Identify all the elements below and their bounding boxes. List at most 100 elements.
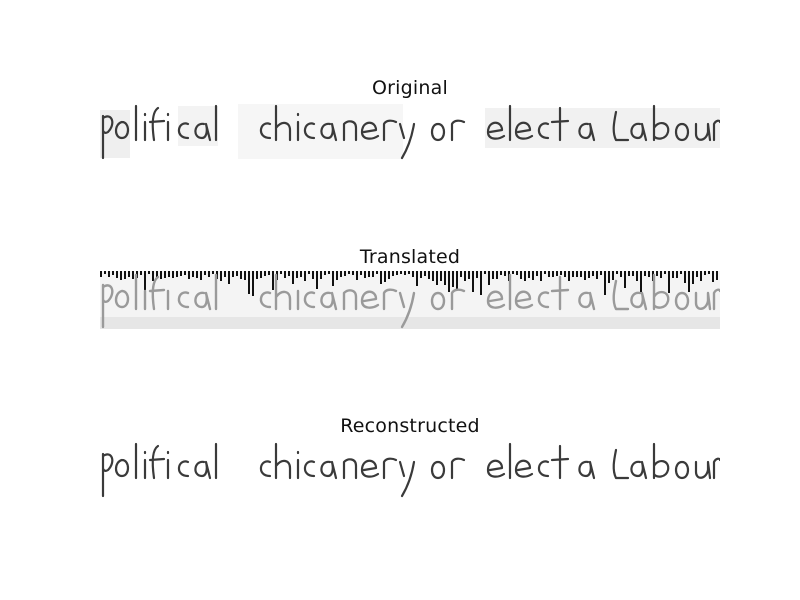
noise-bar <box>212 271 214 274</box>
noise-bar <box>496 271 498 279</box>
noise-bar <box>644 271 646 276</box>
noise-bar <box>588 271 590 278</box>
noise-bar <box>168 271 170 277</box>
noise-bar <box>428 271 430 279</box>
noise-bar <box>296 271 298 278</box>
noise-bar <box>500 271 502 275</box>
noise-bar <box>236 271 238 276</box>
noise-bar <box>220 271 222 281</box>
noise-bar <box>248 271 250 294</box>
noise-bar <box>352 271 354 275</box>
noise-bar <box>488 271 490 285</box>
noise-bar <box>528 271 530 278</box>
noise-bar <box>568 271 570 281</box>
handwriting-svg-translated <box>100 271 720 329</box>
noise-bar <box>416 271 418 286</box>
noise-bar <box>524 271 526 281</box>
noise-bar <box>476 271 478 278</box>
noise-bar <box>656 271 658 276</box>
noise-bar <box>412 271 414 277</box>
noise-bar <box>556 271 558 276</box>
noise-bar <box>648 271 650 277</box>
noise-bar <box>692 271 694 284</box>
noise-bar <box>492 271 494 279</box>
noise-bar <box>332 271 334 286</box>
noise-bar <box>580 271 582 277</box>
noise-bar <box>612 271 614 280</box>
noise-bar <box>552 271 554 277</box>
noise-bar <box>628 271 630 276</box>
noise-bar <box>336 271 338 280</box>
noise-bar <box>380 271 382 284</box>
panel-title-translated: Translated <box>359 246 461 268</box>
noise-bar <box>700 271 702 281</box>
noise-bar <box>548 271 550 277</box>
noise-bar <box>456 271 458 289</box>
noise-bar <box>604 271 606 295</box>
noise-bar <box>180 271 182 276</box>
noise-bar <box>636 271 638 281</box>
noise-bar <box>680 271 682 274</box>
noise-bar <box>424 271 426 276</box>
noise-bar <box>284 271 286 278</box>
noise-bar <box>244 271 246 280</box>
noise-bar <box>468 271 470 279</box>
handwriting-image-reconstructed <box>100 440 720 498</box>
noise-bar <box>148 271 150 274</box>
paper-patch <box>485 108 720 148</box>
noise-bar <box>120 271 122 280</box>
noise-bar <box>668 271 670 293</box>
noise-bar <box>592 271 594 276</box>
noise-bar <box>600 271 602 275</box>
noise-bar <box>280 271 282 274</box>
noise-bar <box>116 271 118 278</box>
handwriting-strokes <box>101 442 720 498</box>
noise-bar <box>408 271 410 274</box>
handwriting-strokes-faded <box>101 273 720 329</box>
noise-bar <box>396 271 398 275</box>
noise-bar <box>156 271 158 277</box>
noise-bar <box>712 271 714 282</box>
noise-bar <box>560 271 562 275</box>
noise-bar <box>308 271 310 274</box>
noise-bar <box>596 271 598 279</box>
noise-bar <box>564 271 566 277</box>
noise-bar <box>144 271 146 296</box>
handwriting-svg-original <box>100 104 720 160</box>
noise-bar <box>660 271 662 278</box>
noise-bar <box>536 271 538 276</box>
noise-bar <box>128 271 130 277</box>
noise-bar <box>664 271 666 274</box>
noise-bar <box>504 271 506 276</box>
noise-bar <box>260 271 262 278</box>
noise-bar <box>184 271 186 275</box>
noise-bar <box>304 271 306 281</box>
noise-bar <box>440 271 442 281</box>
noise-bar <box>384 271 386 282</box>
noise-bar <box>200 271 202 280</box>
noise-bar <box>464 271 466 281</box>
noise-bar <box>104 271 106 274</box>
noise-bar <box>324 271 326 275</box>
noise-bar <box>704 271 706 275</box>
noise-bar <box>608 271 610 283</box>
noise-bar <box>268 271 270 275</box>
noise-bar <box>188 271 190 279</box>
noise-bar <box>392 271 394 276</box>
panel-title-reconstructed: Reconstructed <box>340 415 480 437</box>
noise-bar <box>388 271 390 279</box>
handwriting-image-translated <box>100 271 720 329</box>
noise-bar <box>512 271 514 274</box>
noise-bar <box>480 271 482 295</box>
noise-bar <box>672 271 674 278</box>
noise-bar <box>708 271 710 274</box>
noise-bar <box>288 271 290 276</box>
noise-bar <box>404 271 406 275</box>
noise-bar <box>356 271 358 280</box>
noise-bar <box>420 271 422 278</box>
noise-bar <box>544 271 546 274</box>
noise-bar <box>348 271 350 274</box>
noise-bar <box>112 271 114 275</box>
noise-bar <box>160 271 162 279</box>
noise-bar <box>676 271 678 278</box>
